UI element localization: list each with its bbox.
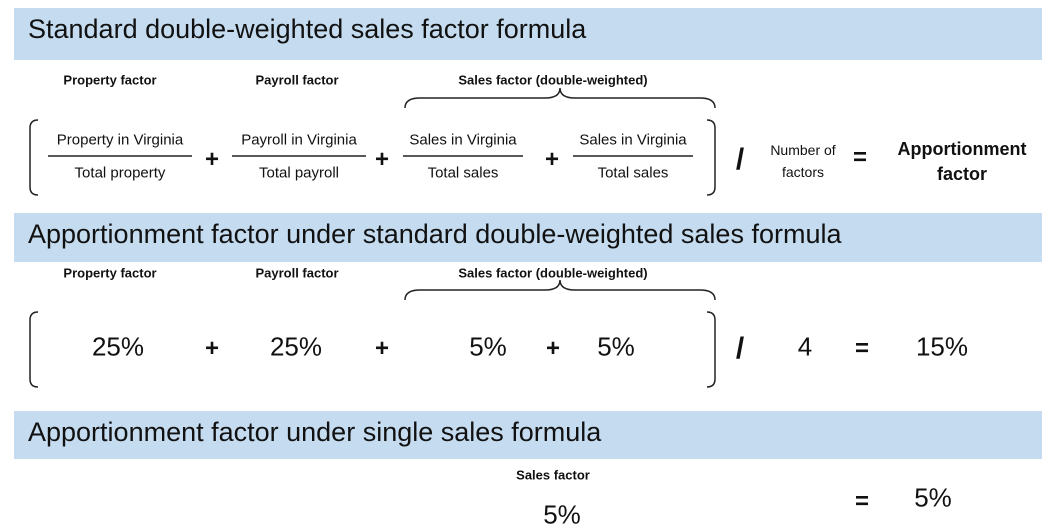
denominator: Total payroll — [258, 164, 340, 182]
factor-value: 5% — [543, 499, 581, 530]
plus: + — [204, 146, 220, 173]
divisor: 4 — [797, 331, 813, 362]
denominator: Total sales — [427, 164, 499, 182]
equals: = — [852, 144, 868, 171]
left-bracket — [29, 311, 39, 388]
plus: + — [374, 146, 390, 173]
divisor: Number of factors — [770, 142, 836, 180]
numerator: Payroll in Virginia — [241, 131, 357, 149]
factor-value: 25% — [91, 331, 145, 362]
section-title: Apportionment factor under standard doub… — [28, 219, 842, 249]
factor-label: Payroll factor — [255, 265, 339, 281]
factor-value: 5% — [469, 331, 507, 362]
numerator: Sales in Virginia — [579, 131, 687, 149]
denominator: Total sales — [597, 164, 669, 182]
factor-value: 25% — [269, 331, 323, 362]
factor-label: Property factor — [63, 72, 157, 88]
factor-label: Property factor — [63, 265, 157, 281]
plus: + — [204, 335, 220, 362]
result: 15% — [915, 331, 969, 362]
divide: / — [735, 332, 745, 365]
factor-label: Payroll factor — [255, 72, 339, 88]
left-bracket — [29, 119, 39, 196]
factor-label: Sales factor (double-weighted) — [458, 265, 648, 281]
plus: + — [374, 335, 390, 362]
result: 5% — [914, 482, 952, 513]
factor-label: Sales factor (double-weighted) — [458, 72, 648, 88]
brace — [404, 87, 716, 109]
right-bracket — [706, 119, 716, 196]
factor-label: Sales factor — [516, 467, 590, 483]
brace — [404, 279, 716, 301]
result: Apportionment factor — [897, 139, 1027, 184]
equals: = — [854, 488, 870, 515]
divide: / — [735, 143, 745, 176]
section-title: Standard double-weighted sales factor fo… — [28, 14, 587, 44]
section-band — [14, 411, 1042, 459]
plus: + — [544, 146, 560, 173]
factor-value: 5% — [597, 331, 635, 362]
section-band — [14, 213, 1042, 262]
denominator: Total property — [74, 164, 166, 182]
numerator: Property in Virginia — [56, 131, 184, 149]
section-title: Apportionment factor under single sales … — [28, 417, 602, 447]
right-bracket — [706, 311, 716, 388]
numerator: Sales in Virginia — [409, 131, 517, 149]
plus: + — [545, 335, 561, 362]
equals: = — [854, 335, 870, 362]
section-band — [14, 8, 1042, 60]
